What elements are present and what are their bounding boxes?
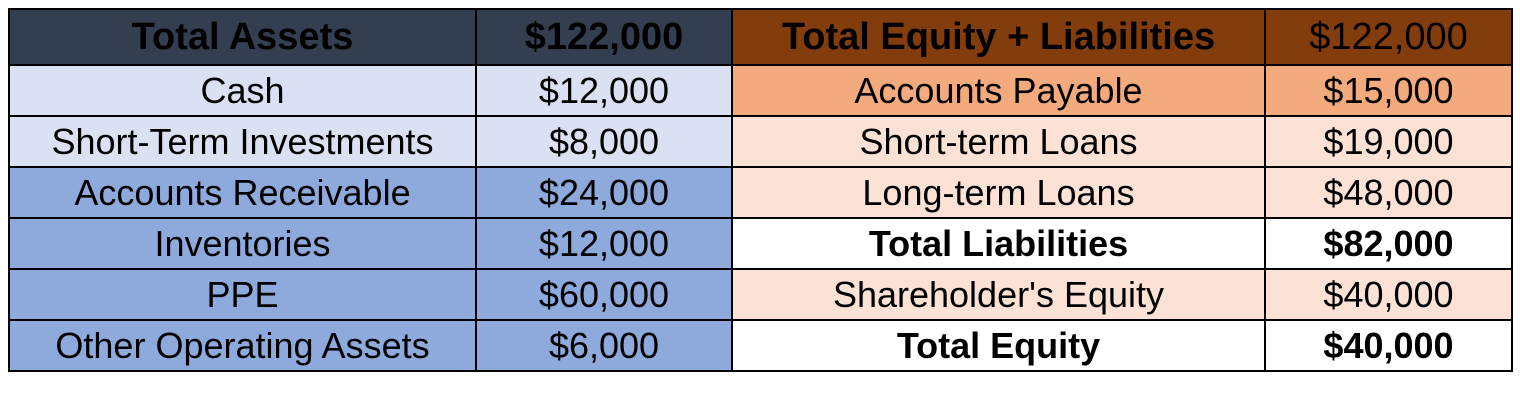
balance-sheet: Total Assets $122,000 Total Equity + Lia… <box>8 8 1513 372</box>
accounts-payable-value: $15,000 <box>1264 64 1513 117</box>
total-assets-value: $122,000 <box>475 8 733 66</box>
long-term-loans-value: $48,000 <box>1264 166 1513 219</box>
total-equity-label: Total Equity <box>731 319 1266 372</box>
table-row: PPE $60,000 Shareholder's Equity $40,000 <box>8 268 1513 321</box>
accounts-receivable-value: $24,000 <box>475 166 733 219</box>
balance-sheet-table: Total Assets $122,000 Total Equity + Lia… <box>8 8 1513 372</box>
table-row: Other Operating Assets $6,000 Total Equi… <box>8 319 1513 372</box>
total-liabilities-value: $82,000 <box>1264 217 1513 270</box>
other-operating-assets-value: $6,000 <box>475 319 733 372</box>
total-liabilities-label: Total Liabilities <box>731 217 1266 270</box>
long-term-loans-label: Long-term Loans <box>731 166 1266 219</box>
header-row: Total Assets $122,000 Total Equity + Lia… <box>8 8 1513 66</box>
other-operating-assets-label: Other Operating Assets <box>8 319 477 372</box>
accounts-receivable-label: Accounts Receivable <box>8 166 477 219</box>
short-term-investments-label: Short-Term Investments <box>8 115 477 168</box>
short-term-investments-value: $8,000 <box>475 115 733 168</box>
ppe-value: $60,000 <box>475 268 733 321</box>
table-row: Cash $12,000 Accounts Payable $15,000 <box>8 64 1513 117</box>
table-row: Short-Term Investments $8,000 Short-term… <box>8 115 1513 168</box>
accounts-payable-label: Accounts Payable <box>731 64 1266 117</box>
inventories-label: Inventories <box>8 217 477 270</box>
short-term-loans-label: Short-term Loans <box>731 115 1266 168</box>
table-row: Inventories $12,000 Total Liabilities $8… <box>8 217 1513 270</box>
shareholders-equity-label: Shareholder's Equity <box>731 268 1266 321</box>
shareholders-equity-value: $40,000 <box>1264 268 1513 321</box>
total-equity-liabilities-header: Total Equity + Liabilities <box>731 8 1266 66</box>
short-term-loans-value: $19,000 <box>1264 115 1513 168</box>
inventories-value: $12,000 <box>475 217 733 270</box>
total-equity-liabilities-value: $122,000 <box>1264 8 1513 66</box>
table-row: Accounts Receivable $24,000 Long-term Lo… <box>8 166 1513 219</box>
total-equity-value: $40,000 <box>1264 319 1513 372</box>
total-assets-header: Total Assets <box>8 8 477 66</box>
ppe-label: PPE <box>8 268 477 321</box>
cash-value: $12,000 <box>475 64 733 117</box>
cash-label: Cash <box>8 64 477 117</box>
